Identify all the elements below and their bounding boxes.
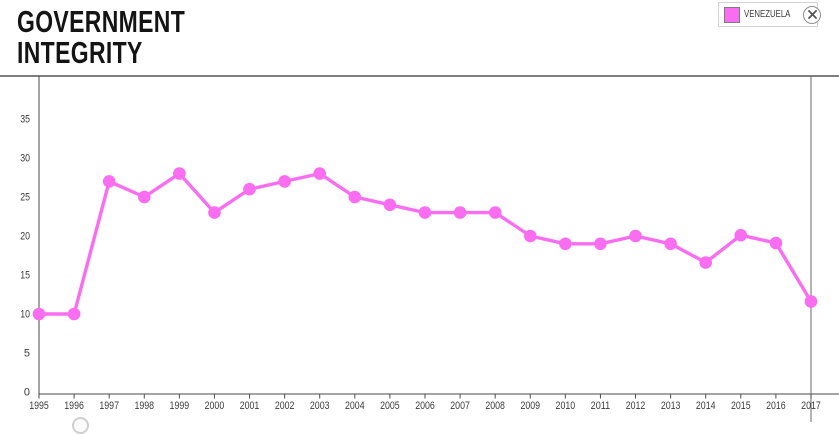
x-tick-label: 2013 <box>661 400 681 412</box>
data-point[interactable] <box>524 229 537 243</box>
x-tick-label: 2006 <box>415 400 435 412</box>
data-point[interactable] <box>769 236 783 250</box>
y-tick-label: 10 <box>20 309 30 321</box>
y-tick-label: 35 <box>20 114 30 126</box>
data-point[interactable] <box>208 206 221 219</box>
data-point[interactable] <box>594 237 607 251</box>
x-tick-label: 1997 <box>99 400 119 412</box>
data-point[interactable] <box>453 206 467 219</box>
x-tick-label: 2008 <box>485 400 505 412</box>
x-tick-label: 2017 <box>801 400 821 412</box>
data-point[interactable] <box>243 182 256 196</box>
data-point[interactable] <box>804 295 818 308</box>
x-tick-label: 2014 <box>696 400 716 412</box>
data-point[interactable] <box>278 175 291 188</box>
y-tick-label: 20 <box>20 231 30 243</box>
y-tick-label: 25 <box>20 192 30 204</box>
x-tick-label: 2000 <box>205 400 225 412</box>
y-tick-label: 0 <box>24 387 30 399</box>
data-point[interactable] <box>629 229 642 243</box>
header-divider-line <box>0 75 839 77</box>
series-line-venezuela <box>37 171 813 316</box>
x-tick-label: 1999 <box>170 400 190 412</box>
cutoff-circle-icon <box>72 417 89 434</box>
line-chart: 0 5 10 15 20 25 30 35 1995 1996 1997 1998 1999 2000 20… <box>20 76 839 422</box>
page-title: GOVERNMENT INTEGRITY <box>17 6 185 68</box>
data-point[interactable] <box>664 237 677 251</box>
data-point[interactable] <box>67 307 81 321</box>
page-title-line2: INTEGRITY <box>17 35 143 70</box>
data-point[interactable] <box>418 206 432 219</box>
legend-venezuela: VENEZUELA <box>718 2 822 27</box>
close-icon <box>808 10 817 19</box>
x-tick-label: 2007 <box>450 400 470 412</box>
x-tick-label: 2009 <box>520 400 540 412</box>
data-point[interactable] <box>32 307 46 321</box>
x-tick-label: 2005 <box>380 400 400 412</box>
y-tick-label: 30 <box>20 153 30 165</box>
legend-label: VENEZUELA <box>744 9 791 20</box>
legend-close-button[interactable] <box>803 5 822 24</box>
data-point[interactable] <box>173 167 186 180</box>
x-tick-label: 2010 <box>556 400 576 412</box>
x-tick-label: 1998 <box>134 400 154 412</box>
x-tick-label: 2001 <box>240 400 260 412</box>
chart-area: 0 5 10 15 20 25 30 35 1995 1996 1997 1998 1999 2000 20… <box>0 76 839 422</box>
x-tick-label: 2012 <box>626 400 646 412</box>
y-tick-label: 5 <box>24 348 30 360</box>
data-point[interactable] <box>102 175 116 188</box>
legend-color-swatch <box>724 6 740 23</box>
page-title-line1: GOVERNMENT <box>17 4 186 39</box>
data-point[interactable] <box>138 190 151 204</box>
data-point[interactable] <box>559 237 572 251</box>
x-tick-label: 2016 <box>766 400 786 412</box>
x-tick-label: 1995 <box>29 400 49 412</box>
data-point[interactable] <box>348 190 362 204</box>
x-tick-label: 2011 <box>591 400 611 412</box>
data-point[interactable] <box>734 228 748 242</box>
data-point[interactable] <box>699 256 712 269</box>
x-tick-label: 2015 <box>731 400 751 412</box>
x-tick-label: 2003 <box>310 400 330 412</box>
data-point[interactable] <box>313 167 327 180</box>
y-tick-label: 15 <box>20 270 30 282</box>
x-tick-label: 2002 <box>275 400 295 412</box>
data-point[interactable] <box>383 198 397 212</box>
data-point[interactable] <box>488 206 502 219</box>
x-tick-label: 1996 <box>64 400 84 412</box>
x-tick-label: 2004 <box>345 400 365 412</box>
